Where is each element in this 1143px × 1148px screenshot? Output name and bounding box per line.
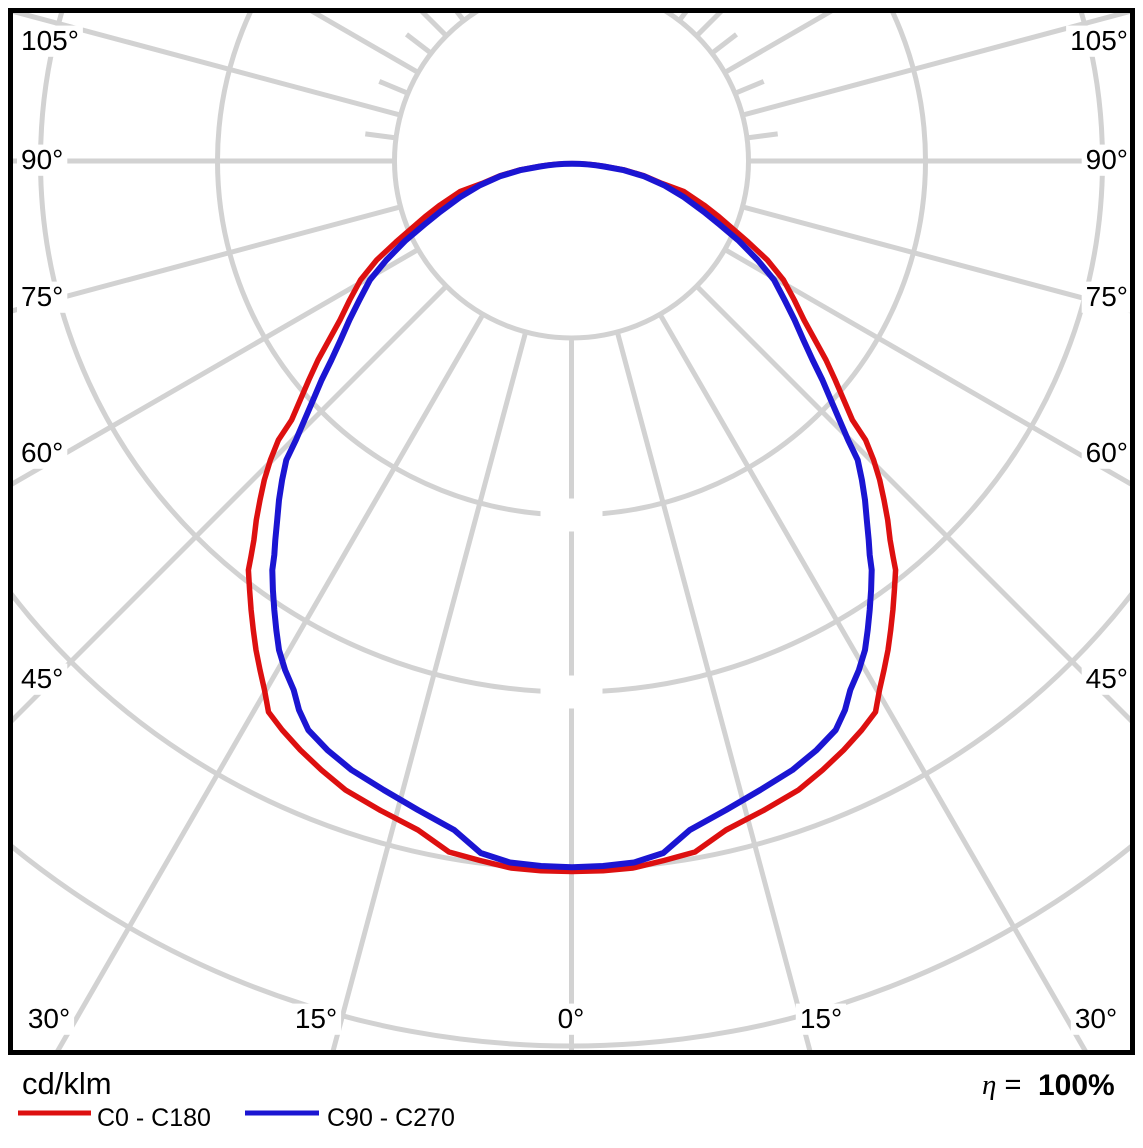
svg-text:100%: 100% (1038, 1069, 1115, 1102)
svg-text:90°: 90° (21, 144, 63, 175)
svg-text:cd/klm: cd/klm (22, 1066, 112, 1101)
svg-text:15°: 15° (295, 1003, 337, 1034)
svg-text:15°: 15° (800, 1003, 842, 1034)
svg-text:105°: 105° (1070, 25, 1128, 56)
svg-text:45°: 45° (21, 663, 63, 694)
svg-text:105°: 105° (21, 25, 79, 56)
svg-text:0°: 0° (558, 1003, 585, 1034)
svg-text:30°: 30° (28, 1003, 70, 1034)
svg-text:75°: 75° (21, 281, 63, 312)
svg-text:45°: 45° (1086, 663, 1128, 694)
svg-text:C90 - C270: C90 - C270 (327, 1104, 455, 1132)
svg-text:C0 - C180: C0 - C180 (97, 1104, 211, 1132)
svg-text:30°: 30° (1075, 1003, 1117, 1034)
svg-text:60°: 60° (21, 437, 63, 468)
svg-text:75°: 75° (1086, 281, 1128, 312)
svg-text:90°: 90° (1086, 144, 1128, 175)
svg-text:η =: η = (982, 1069, 1021, 1101)
svg-text:60°: 60° (1086, 437, 1128, 468)
